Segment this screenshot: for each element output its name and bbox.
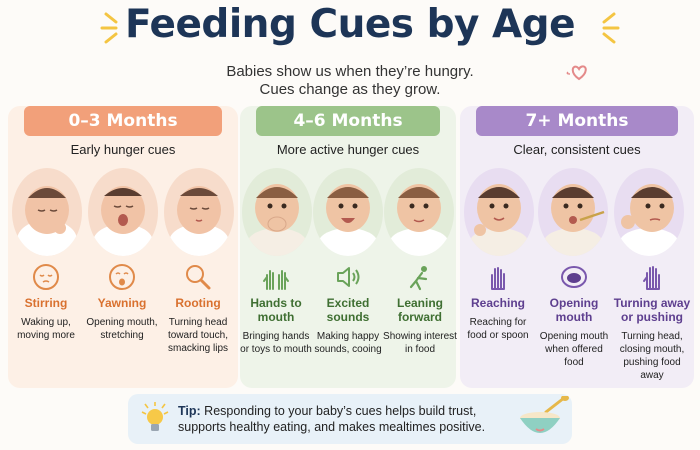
subtitle-line-2: Cues change as they grow. — [259, 81, 441, 98]
subtitle-line-1: Babies show us when they’re hungry. — [226, 63, 474, 80]
cue-label: Leaning forward — [396, 296, 443, 324]
cue-description: Turning head, closing mouth, pushing foo… — [619, 331, 685, 381]
baby-photo-opening-mouth — [538, 168, 608, 256]
panel-4-6-months: 4–6 Months More active hunger cues Hands… — [238, 106, 458, 388]
page-title: Feeding Cues by Age — [124, 2, 576, 47]
lightbulb-icon — [141, 402, 169, 431]
cue-label: Turning away or pushing — [613, 296, 691, 324]
yawning-face-icon — [109, 264, 135, 290]
baby-photo-rooting — [164, 168, 234, 256]
panel-heading: 4–6 Months — [256, 106, 440, 136]
heart-icon — [566, 65, 587, 81]
cue-label: Hands to mouth — [250, 296, 302, 324]
tip-text: Tip: Responding to your baby’s cues help… — [178, 403, 508, 435]
cue-opening-mouth: Opening mouth Opening mouth when offered… — [536, 262, 612, 369]
cue-description: Waking up, moving more — [17, 317, 75, 341]
baby-photo-excited — [313, 168, 383, 256]
sunburst-right-icon — [602, 12, 620, 44]
open-mouth-icon — [561, 266, 587, 288]
leaning-person-icon — [409, 266, 428, 291]
panel-caption: Clear, consistent cues — [513, 142, 641, 157]
cue-label: Excited sounds — [326, 296, 370, 324]
baby-photo-reaching — [464, 168, 534, 256]
cue-label: Stirring — [24, 296, 68, 310]
cue-description: Opening mouth, stretching — [86, 317, 158, 341]
cue-label: Reaching — [470, 296, 525, 310]
panel-7-plus-months: 7+ Months Clear, consistent cues Reachin… — [460, 106, 694, 388]
sleepy-face-icon — [33, 264, 59, 290]
cue-description: Turning head toward touch, smacking lips — [167, 317, 229, 354]
cue-yawning: Yawning Opening mouth, stretching — [84, 262, 160, 342]
cue-label: Yawning — [97, 296, 147, 310]
cue-excited-sounds: Excited sounds Making happy sounds, cooi… — [310, 262, 386, 356]
cue-label: Rooting — [175, 296, 221, 310]
hands-icon — [263, 270, 289, 290]
panel-caption: Early hunger cues — [70, 142, 176, 157]
speaker-icon — [337, 267, 360, 287]
baby-photo-turning-away — [614, 168, 684, 256]
sunburst-left-icon — [100, 12, 118, 44]
cue-turning-away: Turning away or pushing Turning head, cl… — [612, 262, 692, 382]
panel-heading: 7+ Months — [476, 106, 678, 136]
panel-heading: 0–3 Months — [24, 106, 222, 136]
cue-hands-to-mouth: Hands to mouth Bringing hands or toys to… — [238, 262, 314, 356]
tip-box: Tip: Responding to your baby’s cues help… — [128, 394, 572, 444]
reaching-hand-icon — [491, 267, 505, 290]
cue-description: Showing interest in food — [383, 331, 457, 355]
stop-hand-icon — [643, 266, 660, 290]
baby-photo-hands — [242, 168, 312, 256]
tip-label: Tip: — [178, 404, 201, 418]
cue-label: Opening mouth — [549, 296, 599, 324]
cue-leaning-forward: Leaning forward Showing interest in food — [382, 262, 458, 356]
panel-caption: More active hunger cues — [276, 142, 420, 157]
cue-description: Reaching for food or spoon — [467, 317, 529, 341]
magnifier-icon — [186, 265, 211, 290]
tip-body: Responding to your baby’s cues helps bui… — [178, 404, 486, 434]
cue-rooting: Rooting Turning head toward touch, smack… — [160, 262, 236, 355]
cue-description: Bringing hands or toys to mouth — [240, 331, 312, 355]
cue-description: Opening mouth when offered food — [539, 331, 609, 368]
baby-photo-yawning — [88, 168, 158, 256]
cue-description: Making happy sounds, cooing — [314, 331, 382, 355]
cue-reaching: Reaching Reaching for food or spoon — [460, 262, 536, 342]
baby-photo-leaning — [384, 168, 454, 256]
baby-photo-stirring — [12, 168, 82, 256]
cue-stirring: Stirring Waking up, moving more — [8, 262, 84, 342]
panel-0-3-months: 0–3 Months Early hunger cues Stirring Wa… — [8, 106, 238, 388]
bowl-and-spoon-icon — [520, 396, 569, 433]
